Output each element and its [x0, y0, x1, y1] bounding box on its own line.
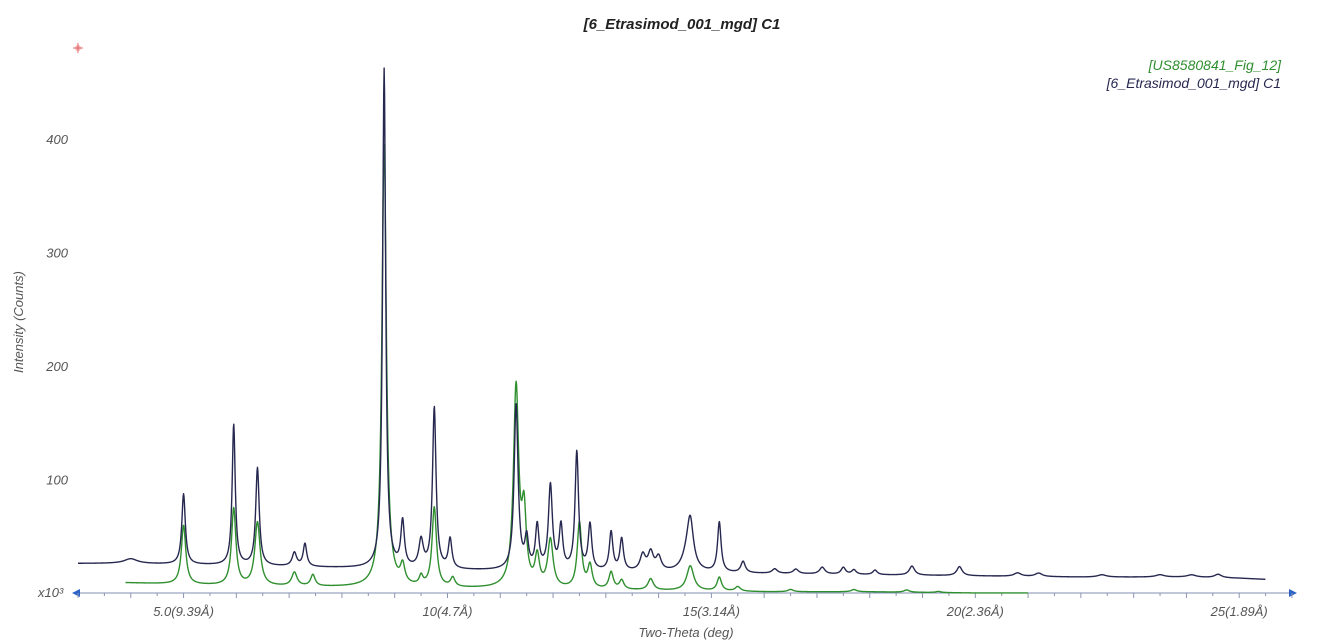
y-tick-label: 300 [46, 245, 68, 260]
x-axis-label: Two-Theta (deg) [638, 625, 733, 640]
legend: [US8580841_Fig_12] [6_Etrasimod_001_mgd]… [1106, 57, 1282, 91]
y-tick-label: 200 [45, 359, 68, 374]
axis-marker-icon [73, 43, 83, 53]
x-axis-left-arrow-icon [72, 589, 80, 597]
legend-entry-us8580841: [US8580841_Fig_12] [1148, 57, 1282, 73]
y-axis-label: Intensity (Counts) [11, 271, 26, 373]
series-line-etrasimod [77, 67, 1266, 580]
series-layer [77, 67, 1266, 594]
y-tick-label: 100 [46, 472, 68, 487]
x-axis-right-arrow-icon [1289, 589, 1297, 597]
x-tick-labels: 5.0(9.39Å) 10(4.7Å) 15(3.14Å) 20(2.36Å) 25(1… [153, 604, 1268, 619]
x-tick-label: 15(3.14Å) [683, 604, 740, 619]
x-tick-label: 25(1.89Å) [1210, 604, 1268, 619]
x-minor-ticks [77, 593, 1293, 598]
x-tick-label: 20(2.36Å) [946, 604, 1004, 619]
series-line-us8580841 [125, 143, 1029, 594]
x-tick-label: 5.0(9.39Å) [153, 604, 214, 619]
y-tick-label: 400 [46, 132, 68, 147]
y-tick-labels: 100 200 300 400 [45, 132, 68, 488]
y-multiplier-label: x10³ [37, 585, 64, 600]
legend-entry-etrasimod: [6_Etrasimod_001_mgd] C1 [1106, 75, 1281, 91]
x-tick-label: 10(4.7Å) [423, 604, 473, 619]
chart-title: [6_Etrasimod_001_mgd] C1 [583, 16, 781, 33]
